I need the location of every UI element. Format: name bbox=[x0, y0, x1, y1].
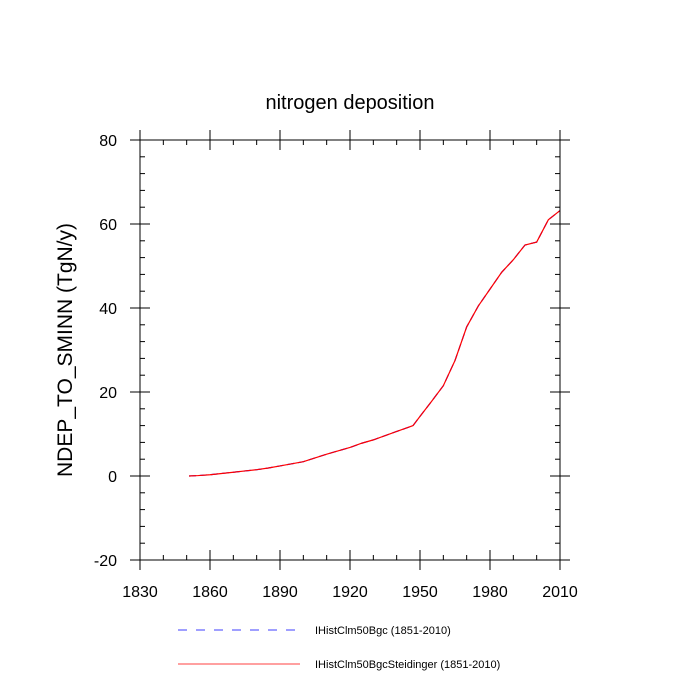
x-tick-label: 1860 bbox=[192, 584, 228, 601]
y-tick-label: 40 bbox=[99, 301, 117, 318]
y-axis-label: NDEP_TO_SMINN (TgN/y) bbox=[54, 223, 77, 477]
y-tick-label: 0 bbox=[108, 469, 117, 486]
legend-label-1: IHistClm50Bgc (1851-2010) bbox=[315, 625, 451, 637]
x-tick-label: 1890 bbox=[262, 584, 298, 601]
x-tick-label: 1980 bbox=[472, 584, 508, 601]
plot-frame bbox=[139, 139, 561, 561]
legend-label-2: IHistClm50BgcSteidinger (1851-2010) bbox=[315, 659, 500, 671]
y-tick-label: 60 bbox=[99, 217, 117, 234]
legend: IHistClm50Bgc (1851-2010) IHistClm50BgcSt… bbox=[178, 625, 500, 671]
y-tick-label: -20 bbox=[94, 553, 117, 570]
x-tick-label: 2010 bbox=[542, 584, 578, 601]
x-tick-label: 1950 bbox=[402, 584, 438, 601]
axis-tick-labels: 1830 1860 1890 1920 1950 1980 2010 -20 0 20 40 60 80 bbox=[94, 133, 578, 601]
series-line-2 bbox=[188, 210, 561, 477]
y-tick-label: 20 bbox=[99, 385, 117, 402]
plot-lines bbox=[188, 210, 561, 477]
x-tick-label: 1830 bbox=[122, 584, 158, 601]
chart-title: nitrogen deposition bbox=[265, 92, 434, 114]
y-tick-label: 80 bbox=[99, 133, 117, 150]
axis-ticks bbox=[130, 130, 570, 570]
series-line-1 bbox=[188, 210, 561, 477]
x-tick-label: 1920 bbox=[332, 584, 368, 601]
